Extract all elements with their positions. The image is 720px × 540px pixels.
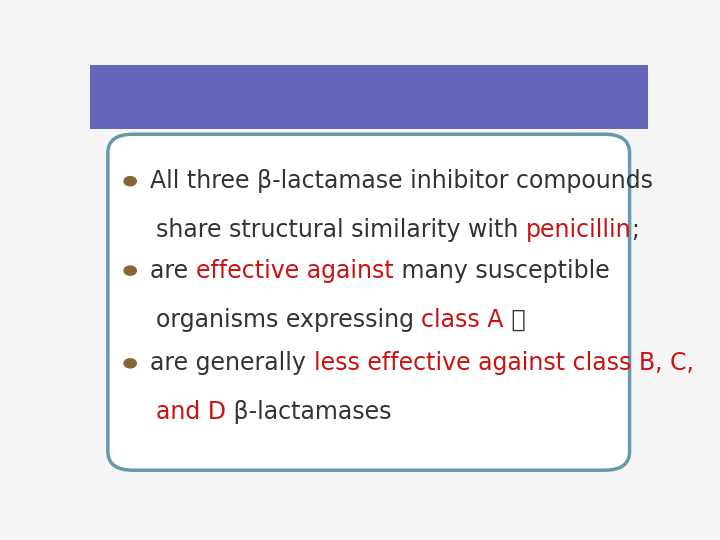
Text: penicillin: penicillin — [526, 218, 631, 242]
Circle shape — [124, 359, 136, 368]
Text: less effective against class B, C,: less effective against class B, C, — [314, 352, 693, 375]
Text: effective against: effective against — [196, 259, 394, 282]
Text: ；: ； — [504, 308, 526, 332]
Text: are: are — [150, 259, 196, 282]
Text: β-lactamases: β-lactamases — [226, 400, 392, 424]
Text: organisms expressing: organisms expressing — [156, 308, 421, 332]
Circle shape — [124, 177, 136, 186]
FancyBboxPatch shape — [108, 134, 629, 470]
FancyBboxPatch shape — [90, 65, 648, 129]
Text: All three β-lactamase inhibitor compounds: All three β-lactamase inhibitor compound… — [150, 169, 653, 193]
Text: and D: and D — [156, 400, 226, 424]
Circle shape — [124, 266, 136, 275]
Text: many susceptible: many susceptible — [394, 259, 609, 282]
Text: are generally: are generally — [150, 352, 314, 375]
Text: class A: class A — [421, 308, 504, 332]
Text: share structural similarity with: share structural similarity with — [156, 218, 526, 242]
Text: ;: ; — [631, 218, 639, 242]
